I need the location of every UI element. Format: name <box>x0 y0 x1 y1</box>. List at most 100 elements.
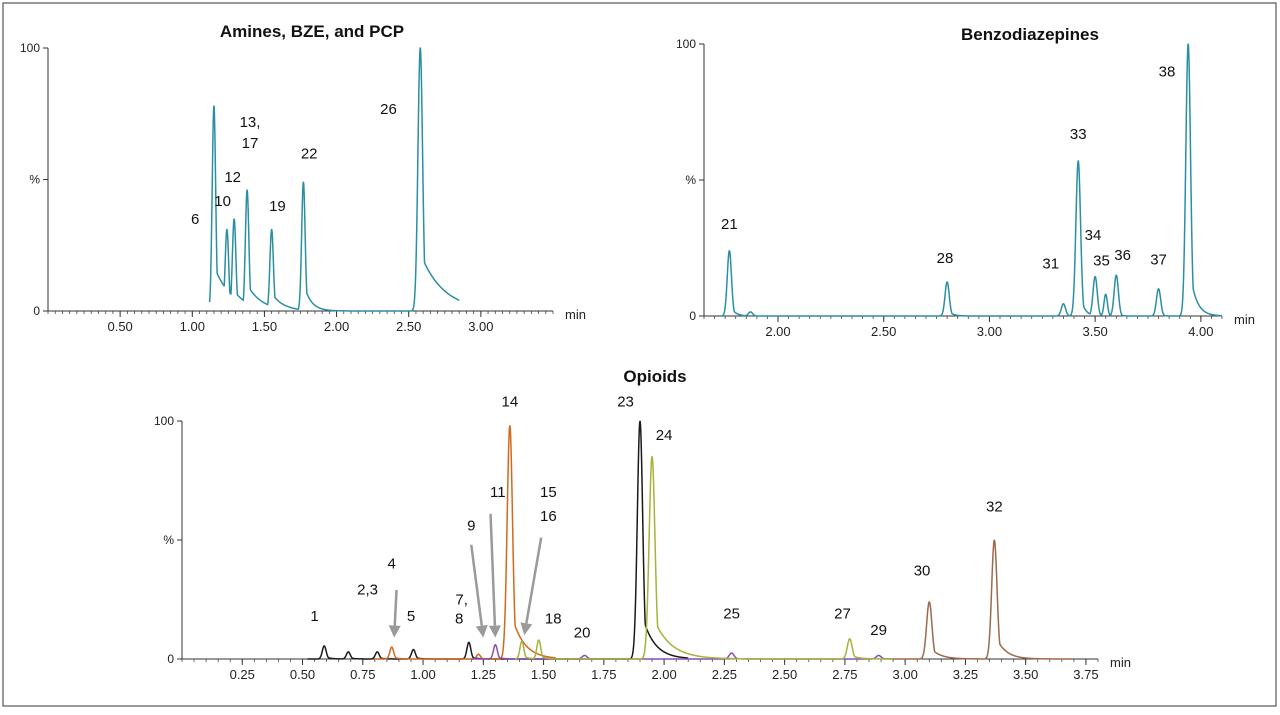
y-tick-label: % <box>685 173 696 187</box>
annotation-arrowhead <box>475 624 488 638</box>
x-tick-label: 3.00 <box>893 667 918 682</box>
series-trace-benzodiazepines-trace <box>718 43 1223 317</box>
panel-opioids: Opioids 0% 100 0.25 0.50 0.75 1.00 1.25 1.50 1.7… <box>154 367 1131 682</box>
x-tick-label: 3.75 <box>1073 667 1098 682</box>
x-tick-label: 2.50 <box>871 324 896 339</box>
peak-label: 18 <box>545 610 562 627</box>
peak-label: 11 <box>490 484 506 501</box>
y-tick-label: 0 <box>33 304 40 318</box>
amines-plot: 0% 100 0.50 1.00 1.50 2.00 2.50 3.00 min 6 10 12 13,… <box>20 41 586 334</box>
annotation-arrowhead <box>388 625 401 638</box>
annotation-arrow <box>525 537 543 624</box>
x-tick-label: 1.00 <box>410 667 435 682</box>
peak-label: 33 <box>1070 126 1087 143</box>
x-axis-label: min <box>565 307 586 322</box>
peak-label: 32 <box>986 498 1003 515</box>
x-tick-label: 2.25 <box>712 667 737 682</box>
y-tick-label: % <box>163 533 174 547</box>
peak-label: 26 <box>380 101 397 118</box>
x-tick-label: 2.50 <box>772 667 797 682</box>
x-tick-label: 3.25 <box>953 667 978 682</box>
panel-amines: Amines, BZE, and PCP 0% 100 0.50 1.00 1.50 2.… <box>20 22 586 334</box>
annotation-arrowhead <box>488 625 501 638</box>
peak-label: 20 <box>574 625 591 642</box>
x-tick-label: 0.50 <box>107 319 132 334</box>
x-tick-label: 2.00 <box>324 319 349 334</box>
peak-label: 10 <box>214 193 231 210</box>
x-axis-label: min <box>1234 312 1255 327</box>
peak-label: 17 <box>242 135 259 152</box>
peak-label: 4 <box>388 556 396 573</box>
benzodiazepines-plot: 0% 100 2.00 2.50 3.00 3.50 4.00 min 21 28 31 33 34 35… <box>676 37 1255 339</box>
peak-label: 35 <box>1093 253 1110 270</box>
annotation-arrow <box>470 544 484 626</box>
annotation-arrowhead <box>520 622 533 636</box>
x-tick-label: 1.25 <box>471 667 496 682</box>
peak-label: 7, <box>455 591 468 608</box>
x-tick-label: 0.75 <box>350 667 375 682</box>
peak-label: 13, <box>240 114 261 131</box>
series-trace-opioid-trace-brown <box>892 539 1075 660</box>
peak-label: 30 <box>914 563 931 580</box>
peak-label: 31 <box>1042 255 1059 272</box>
x-axis-label: min <box>1110 655 1131 670</box>
x-tick-label: 3.50 <box>1013 667 1038 682</box>
x-tick-label: 0.50 <box>290 667 315 682</box>
peak-label: 6 <box>191 211 199 228</box>
peak-label: 22 <box>301 145 318 162</box>
series-trace-opioid-trace-olive <box>514 455 894 660</box>
peak-label: 14 <box>501 394 518 411</box>
x-tick-label: 0.25 <box>230 667 255 682</box>
peak-label: 23 <box>617 394 634 411</box>
peak-label: 28 <box>937 250 954 267</box>
x-tick-label: 1.50 <box>531 667 556 682</box>
x-tick-label: 3.50 <box>1082 324 1107 339</box>
y-tick-label: 100 <box>676 37 696 51</box>
x-tick-label: 3.00 <box>468 319 493 334</box>
opioids-plot: 0% 100 0.25 0.50 0.75 1.00 1.25 1.50 1.75 2.00 2.2… <box>154 394 1131 682</box>
panel-benzodiazepines: Benzodiazepines 0% 100 2.00 2.50 3.00 3.50 4.0… <box>676 25 1255 339</box>
y-tick-label: 0 <box>167 652 174 666</box>
peak-label: 34 <box>1085 227 1102 244</box>
x-tick-label: 2.00 <box>765 324 790 339</box>
panel-title-benzodiazepines: Benzodiazepines <box>961 25 1099 44</box>
peak-label: 38 <box>1159 64 1176 81</box>
peak-label: 12 <box>224 169 241 186</box>
x-tick-label: 1.50 <box>252 319 277 334</box>
x-tick-label: 2.75 <box>832 667 857 682</box>
x-tick-label: 2.50 <box>396 319 421 334</box>
peak-label: 2,3 <box>357 582 378 599</box>
annotation-arrow <box>393 589 398 626</box>
peak-label: 29 <box>870 622 887 639</box>
x-tick-label: 1.75 <box>591 667 616 682</box>
peak-label: 8 <box>455 610 463 627</box>
peak-label: 15 <box>540 484 557 501</box>
panel-title-amines: Amines, BZE, and PCP <box>220 22 404 41</box>
peak-label: 16 <box>540 508 557 525</box>
peak-label: 1 <box>310 608 318 625</box>
peak-label: 36 <box>1114 247 1131 264</box>
y-tick-label: 0 <box>689 309 696 323</box>
y-tick-label: 100 <box>154 414 174 428</box>
peak-label: 5 <box>407 608 415 625</box>
panel-title-opioids: Opioids <box>623 367 686 386</box>
x-tick-label: 4.00 <box>1188 324 1213 339</box>
peak-label: 9 <box>467 517 475 534</box>
y-tick-label: % <box>29 173 40 187</box>
peak-label: 19 <box>269 198 286 215</box>
peak-label: 27 <box>834 606 851 623</box>
peak-label: 21 <box>721 216 738 233</box>
y-tick-label: 100 <box>20 41 40 55</box>
x-tick-label: 3.00 <box>977 324 1002 339</box>
series-trace-opioid-trace-orange <box>374 425 556 660</box>
peak-label: 25 <box>723 606 740 623</box>
x-tick-label: 2.00 <box>651 667 676 682</box>
series-trace-amines-trace <box>208 47 460 312</box>
peak-label: 37 <box>1150 251 1167 268</box>
x-tick-label: 1.00 <box>180 319 205 334</box>
annotation-arrow <box>489 513 497 626</box>
peak-label: 24 <box>656 427 673 444</box>
